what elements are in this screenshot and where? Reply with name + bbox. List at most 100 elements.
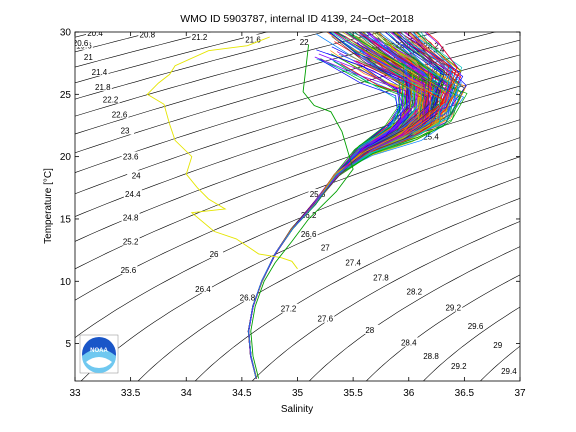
- contour-label: 29.2: [451, 362, 467, 371]
- contour-label: 26.4: [195, 285, 211, 294]
- contour-label: 21.4: [92, 68, 108, 77]
- contour-label-bg: [205, 248, 224, 258]
- contour-label-bg: [86, 32, 105, 38]
- profile-line: [247, 41, 414, 379]
- y-tick-label: 5: [65, 339, 71, 350]
- profile-line: [248, 50, 411, 379]
- contour-label-bg: [466, 321, 485, 331]
- contour-label-bg: [344, 257, 363, 267]
- contour-label-bg: [360, 324, 379, 334]
- contour-label-bg: [190, 32, 209, 41]
- contour-label: 21.2: [192, 33, 208, 42]
- contour-label-bg: [499, 366, 518, 376]
- y-tick-label: 30: [60, 28, 72, 39]
- contour-label-bg: [308, 189, 327, 199]
- contour-label: 28.2: [407, 287, 423, 296]
- contour-label: 21.6: [245, 35, 261, 44]
- contour-label-bg: [405, 286, 424, 296]
- contour-label-bg: [422, 131, 440, 141]
- contour-label: 24.8: [123, 214, 139, 223]
- profile-line: [247, 41, 423, 379]
- contour-label: 22.2: [103, 95, 119, 104]
- contour-label: 26.6: [301, 230, 317, 239]
- contour-label: 26.8: [240, 293, 256, 302]
- x-tick-label: 36: [403, 388, 415, 399]
- contour-label-bg: [279, 303, 298, 313]
- density-contour: [75, 69, 520, 217]
- contour-label-bg: [119, 265, 138, 275]
- contour-label-bg: [422, 351, 440, 361]
- profile-line: [248, 32, 404, 379]
- contour-label-bg: [238, 292, 257, 302]
- x-tick-label: 33: [69, 388, 81, 399]
- series-line: [250, 44, 354, 379]
- contour-label-bg: [127, 170, 146, 180]
- contour-label-bg: [427, 66, 446, 76]
- contour-label: 23: [121, 126, 130, 135]
- profile-line: [247, 60, 412, 379]
- x-axis: 33 33.5 34 34.5 35 35.5 36 36.5 37: [69, 32, 526, 399]
- density-contour: [75, 102, 520, 270]
- contour-label: 29.6: [468, 322, 484, 331]
- contour-label: 28.8: [423, 352, 439, 361]
- x-tick-label: 35.5: [343, 388, 363, 399]
- contour-label: 20.8: [140, 30, 156, 39]
- contour-label: 24.4: [125, 190, 141, 199]
- contour-label-bg: [123, 189, 142, 199]
- density-contour: [479, 345, 520, 381]
- profile-line: [248, 56, 406, 379]
- y-tick-label: 25: [60, 90, 72, 101]
- density-contour: [80, 156, 520, 381]
- contour-label: 25.2: [123, 237, 139, 246]
- contour-label: 27.2: [281, 305, 297, 314]
- x-tick-label: 34: [181, 388, 193, 399]
- contour-label-bg: [488, 339, 507, 349]
- profile-line: [248, 53, 406, 379]
- highlighted-profiles: [146, 36, 354, 379]
- x-tick-label: 33.5: [121, 388, 141, 399]
- density-contour: [137, 176, 520, 381]
- contour-label-bg: [93, 81, 112, 91]
- contour-label: 21: [84, 53, 93, 62]
- profile-line: [248, 37, 462, 379]
- noaa-logo-text: NOAA: [90, 348, 108, 354]
- contour-label-bg: [138, 32, 157, 39]
- contour-label-bg: [299, 210, 318, 220]
- contour-label: 28: [365, 326, 374, 335]
- profile-line: [248, 41, 415, 379]
- contour-label-bg: [75, 38, 90, 48]
- contour-label: 25.6: [121, 266, 137, 275]
- y-tick-label: 10: [60, 277, 72, 288]
- profile-line: [247, 58, 406, 379]
- profile-bundle: [247, 32, 468, 379]
- contour-label: 26.2: [301, 211, 317, 220]
- density-contour: [75, 32, 269, 84]
- series-line: [146, 36, 298, 270]
- density-contour: [251, 221, 520, 381]
- profile-line: [248, 32, 414, 379]
- profile-line: [248, 62, 429, 379]
- profile-line: [248, 32, 405, 379]
- contour-label-bg: [121, 212, 140, 222]
- density-contour: [75, 32, 383, 117]
- profile-line: [248, 47, 431, 379]
- contour-label-bg: [316, 242, 335, 252]
- density-contour: [422, 306, 520, 381]
- contour-label: 24: [132, 171, 141, 180]
- contour-label: 29.2: [445, 303, 461, 312]
- profile-line: [247, 58, 408, 379]
- contour-label: 25.4: [423, 133, 439, 142]
- density-contour: [75, 32, 98, 38]
- density-contour: [194, 197, 520, 381]
- x-tick-label: 34.5: [232, 388, 252, 399]
- density-contour: [75, 32, 497, 154]
- x-tick-label: 35: [292, 388, 304, 399]
- y-axis: 5 10 15 20 25 30: [60, 28, 520, 350]
- contour-label-bg: [121, 236, 140, 246]
- plot-area: 19.620.420.821.221.62220.62121.421.822.2…: [75, 30, 520, 381]
- contour-label-bg: [121, 151, 140, 161]
- profile-line: [248, 49, 425, 379]
- chart-title: WMO ID 5903787, internal ID 4139, 24−Oct…: [180, 13, 414, 25]
- contour-label-bg: [299, 228, 318, 238]
- profile-line: [248, 32, 403, 379]
